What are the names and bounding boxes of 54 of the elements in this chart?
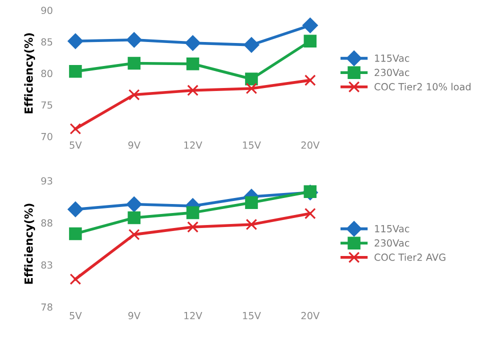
point [128,89,140,100]
point [126,196,142,212]
y-tick-label: 93 [41,177,52,185]
point [128,211,141,224]
point [128,228,140,240]
y-tick-label: 75 [41,101,52,109]
y-axis-title: Efficiency(%) [24,204,36,284]
y-tick-label: 80 [41,70,52,78]
legend-label: COC Tier2 AVG [374,253,446,261]
point [187,84,198,96]
point [185,35,201,51]
legend-label: 115Vac [375,225,410,232]
x-tick-label: 9V [128,312,140,320]
point [68,33,84,49]
point [186,57,200,70]
point [69,65,82,78]
point [68,202,84,218]
point [186,206,200,220]
point [304,34,317,48]
point [304,185,317,198]
point [128,56,141,70]
x-tick-label: 20V [301,141,320,149]
point [245,72,258,86]
x-tick-label: 15V [243,142,261,149]
x-tick-label: 12V [184,141,202,149]
legend-label: 115Vac [375,54,410,62]
point [245,196,258,209]
y-tick-label: 88 [41,219,52,227]
x-tick-label: 9V [128,141,140,149]
y-tick-label: 70 [41,132,52,140]
point [246,82,258,94]
legend-label: 230Vac [374,68,410,76]
point [244,37,260,53]
x-tick-label: 15V [243,312,261,320]
point [304,208,316,220]
y-tick-label: 90 [41,6,52,14]
point [302,18,318,34]
x-tick-label: 12V [184,312,202,320]
point [126,32,142,48]
y-tick-label: 83 [41,261,52,269]
legend-label: 230Vac [374,239,410,247]
point [246,218,258,230]
legend-label: COC Tier2 10% load [374,82,470,90]
x-tick-label: 5V [70,312,82,320]
y-tick-label: 78 [41,303,52,311]
y-tick-label: 85 [41,38,52,46]
x-tick-label: 5V [70,142,82,149]
point [304,74,316,86]
y-axis-title: Efficiency(%) [24,33,36,114]
point [69,227,82,240]
x-tick-label: 20V [301,312,320,320]
point [187,221,198,233]
point [70,273,82,285]
point [70,123,82,135]
